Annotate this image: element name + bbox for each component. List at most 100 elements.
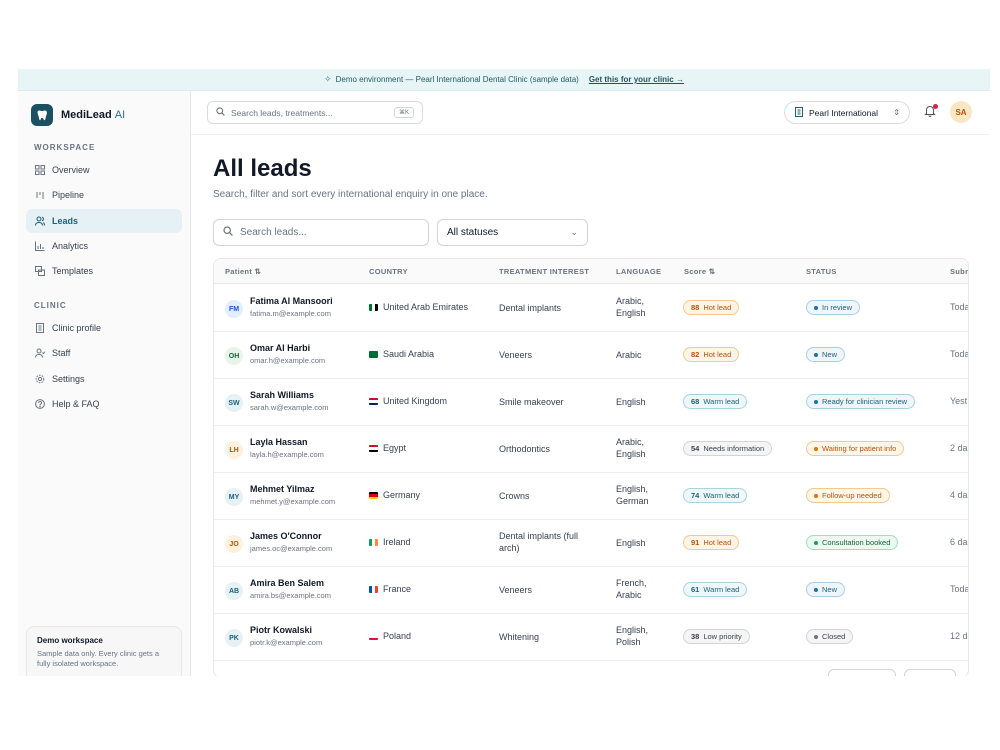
table-row[interactable]: OH Omar Al Harbi omar.h@example.com Saud… xyxy=(214,332,968,379)
table-row[interactable]: MY Mehmet Yilmaz mehmet.y@example.com Ge… xyxy=(214,473,968,520)
table-row[interactable]: FM Fatima Al Mansoori fatima.m@example.c… xyxy=(214,285,968,332)
language-line: English xyxy=(616,538,646,548)
country-flag-icon xyxy=(369,445,378,452)
score-label: Warm lead xyxy=(703,491,740,500)
status-badge[interactable]: Waiting for patient info xyxy=(806,441,905,456)
status-badge[interactable]: Follow-up needed xyxy=(806,488,890,503)
patient-name[interactable]: Layla Hassan xyxy=(250,437,308,447)
patient-initials: PK xyxy=(225,629,243,647)
brand-name: MediLead xyxy=(61,109,112,121)
table-row[interactable]: PK Piotr Kowalski piotr.k@example.com Po… xyxy=(214,614,968,661)
sparkle-icon: ✧ xyxy=(324,74,332,84)
sidebar-item-overview[interactable]: Overview xyxy=(26,158,182,182)
country-cell: Egypt xyxy=(383,443,407,453)
templates-icon xyxy=(35,266,45,276)
patient-email: mehmet.y@example.com xyxy=(250,497,336,506)
patient-name[interactable]: Amira Ben Salem xyxy=(250,578,325,588)
country-cell: France xyxy=(383,584,412,594)
sidebar-item-templates[interactable]: Templates xyxy=(26,259,182,283)
language-line: English xyxy=(616,449,646,459)
global-search-input[interactable]: Search leads, treatments... ⌘K xyxy=(207,101,423,124)
grid-icon xyxy=(35,165,45,175)
status-badge[interactable]: Ready for clinician review xyxy=(806,394,916,409)
sidebar-item-label: Clinic profile xyxy=(52,323,102,333)
patient-email: fatima.m@example.com xyxy=(250,309,331,318)
country-cell: Ireland xyxy=(383,537,411,547)
patient-name[interactable]: Sarah Williams xyxy=(250,390,314,400)
country-cell: Germany xyxy=(383,490,421,500)
patient-name[interactable]: James O'Connor xyxy=(250,531,322,541)
table-row[interactable]: LH Layla Hassan layla.h@example.com Egyp… xyxy=(214,426,968,473)
language-line: German xyxy=(616,496,649,506)
status-badge[interactable]: New xyxy=(806,347,846,362)
status-dot xyxy=(814,493,818,498)
country-flag-icon xyxy=(369,351,378,358)
status-dot xyxy=(814,352,818,357)
sidebar-item-clinic-profile[interactable]: Clinic profile xyxy=(26,316,182,340)
status-label: Waiting for patient info xyxy=(822,444,897,453)
tooth-logo-icon xyxy=(31,104,53,126)
pipeline-icon xyxy=(35,190,45,200)
score-value: 88 xyxy=(691,303,700,312)
banner-cta-link[interactable]: Get this for your clinic → xyxy=(588,75,684,84)
top-bar: Search leads, treatments... ⌘K Pearl Int… xyxy=(191,91,990,135)
patient-email: layla.h@example.com xyxy=(250,450,324,459)
sidebar-item-staff[interactable]: Staff xyxy=(26,341,182,365)
status-badge[interactable]: Consultation booked xyxy=(806,535,899,550)
status-badge[interactable]: Closed xyxy=(806,629,854,644)
app-window: ✧ Demo environment — Pearl International… xyxy=(18,69,990,676)
clinic-selector[interactable]: Pearl International ⇕ xyxy=(784,101,910,124)
col-patient[interactable]: Patient ⇅ xyxy=(225,267,262,276)
status-dot xyxy=(814,446,818,451)
notifications-bell-icon[interactable] xyxy=(924,104,938,120)
table-row[interactable]: JO James O'Connor james.oc@example.com I… xyxy=(214,520,968,567)
table-row[interactable]: SW Sarah Williams sarah.w@example.com Un… xyxy=(214,379,968,426)
sidebar-item-label: Overview xyxy=(52,165,90,175)
col-country: COUNTRY xyxy=(369,267,408,276)
patient-name[interactable]: Mehmet Yilmaz xyxy=(250,484,315,494)
patient-initials: OH xyxy=(225,347,243,365)
status-label: In review xyxy=(822,303,853,312)
col-score[interactable]: Score ⇅ xyxy=(684,267,716,276)
submitted-cell: Yest xyxy=(950,396,968,406)
demo-title: Demo workspace xyxy=(37,636,103,645)
treatment-line: Dental implants xyxy=(499,303,562,313)
patient-name[interactable]: Fatima Al Mansoori xyxy=(250,296,333,306)
status-dot xyxy=(814,540,818,545)
banner-text: Demo environment — Pearl International D… xyxy=(335,75,579,84)
status-filter-select[interactable]: All statuses ⌄ xyxy=(437,219,588,246)
treatment-cell: Veneers xyxy=(499,349,532,361)
brand[interactable]: MediLead AI xyxy=(31,104,125,126)
status-label: Follow-up needed xyxy=(822,491,882,500)
country-flag-icon xyxy=(369,539,378,546)
language-line: English, xyxy=(616,484,649,494)
user-avatar[interactable]: SA xyxy=(950,101,972,123)
language-cell: English xyxy=(616,396,646,408)
submitted-cell: 4 da xyxy=(950,490,968,500)
table-row[interactable]: AB Amira Ben Salem amira.bs@example.com … xyxy=(214,567,968,614)
sidebar-item-pipeline[interactable]: Pipeline xyxy=(26,183,182,207)
sidebar-item-analytics[interactable]: Analytics xyxy=(26,234,182,258)
next-page-button[interactable] xyxy=(904,669,956,676)
status-label: New xyxy=(822,585,838,594)
treatment-line: Veneers xyxy=(499,585,533,595)
patient-email: piotr.k@example.com xyxy=(250,638,323,647)
status-badge[interactable]: New xyxy=(806,582,846,597)
status-badge[interactable]: In review xyxy=(806,300,861,315)
sidebar-item-leads[interactable]: Leads xyxy=(26,209,182,233)
patient-email: james.oc@example.com xyxy=(250,544,333,553)
score-label: Hot lead xyxy=(703,303,732,312)
sidebar-item-label: Templates xyxy=(52,266,94,276)
leads-search-placeholder: Search leads... xyxy=(240,227,307,238)
score-value: 68 xyxy=(691,397,700,406)
patient-name[interactable]: Omar Al Harbi xyxy=(250,343,311,353)
language-cell: Arabic xyxy=(616,349,642,361)
treatment-line: Smile makeover xyxy=(499,397,564,407)
language-line: Arabic xyxy=(616,350,642,360)
leads-search-input[interactable]: Search leads... xyxy=(213,219,429,246)
treatment-cell: Dental implants (full arch) xyxy=(499,530,578,554)
sidebar-item-settings[interactable]: Settings xyxy=(26,367,182,391)
patient-name[interactable]: Piotr Kowalski xyxy=(250,625,313,635)
sidebar-item-help[interactable]: Help & FAQ xyxy=(26,392,182,416)
previous-page-button[interactable] xyxy=(828,669,896,676)
